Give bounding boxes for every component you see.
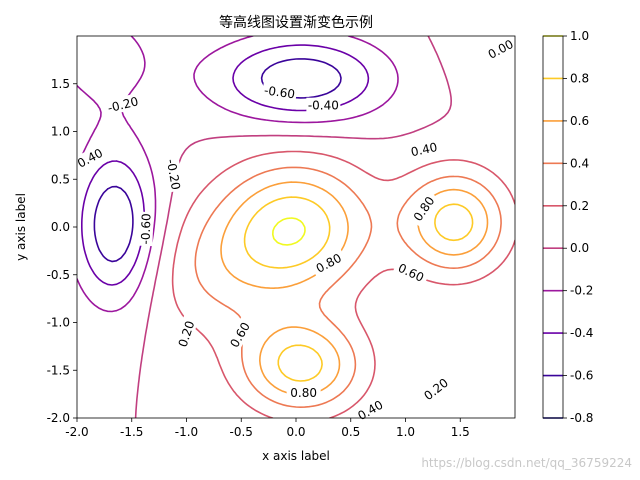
x-tick-label: -1.5	[120, 425, 143, 439]
y-tick-label: -2.0	[47, 411, 70, 425]
contour-label: -0.20	[164, 158, 183, 191]
contour-level-1	[272, 217, 306, 246]
y-tick-label: -1.5	[47, 363, 70, 377]
colorbar-tick-label: 0.0	[570, 241, 589, 255]
colorbar-tick-label: 0.6	[570, 114, 589, 128]
chart-title: 等高线图设置渐变色示例	[219, 14, 373, 31]
y-tick-label: 0.0	[51, 220, 70, 234]
contour-label-bg	[71, 143, 109, 173]
contour-label: 0.20	[176, 319, 198, 349]
colorbar-tick-label: 1.0	[570, 29, 589, 43]
watermark: https://blog.csdn.net/qq_36759224	[421, 456, 632, 470]
colorbar-tick-label: -0.6	[570, 369, 593, 383]
contour-label-bg	[261, 82, 298, 102]
contour-label-bg	[351, 394, 389, 425]
contour-label: 0.40	[410, 140, 439, 159]
contour-label-bg	[286, 385, 321, 401]
y-tick-label: 1.0	[51, 125, 70, 139]
contour-level-0_8	[243, 196, 474, 382]
contour-level-neg0_6	[93, 58, 342, 263]
contour-level-0_4	[194, 166, 502, 408]
colorbar-frame	[542, 35, 564, 419]
contour-label-bg	[481, 34, 520, 64]
contour-label: -0.40	[308, 99, 339, 113]
contour-level-neg0_4	[81, 44, 370, 286]
contour-level-neg0_2	[77, 36, 399, 313]
contour-label-bg	[137, 211, 154, 247]
contour-label: -0.60	[138, 213, 153, 245]
contour-label-bg	[405, 138, 443, 161]
x-tick-label: -1.0	[175, 425, 198, 439]
contour-labels: 0.00-0.20-0.60-0.400.40 -0.200.40-0.600.8…	[71, 34, 520, 425]
colorbar-tick-label: 0.8	[570, 71, 589, 85]
contour-label: -0.60	[263, 83, 296, 101]
colorbar-tick-label: 0.2	[570, 199, 589, 213]
y-axis-ticks: -2.0 -1.5 -1.0 -0.5 0.0 0.5 1.0 1.5	[47, 77, 77, 425]
contour-label-bg	[173, 315, 199, 353]
contour-level-0	[134, 36, 452, 418]
contour-label-bg	[417, 372, 454, 406]
contour-label-bg	[310, 248, 348, 278]
y-tick-label: -0.5	[47, 268, 70, 282]
y-tick-label: 1.5	[51, 77, 70, 91]
contour-label-bg	[392, 258, 430, 287]
y-axis-label: y axis label	[14, 193, 28, 261]
contour-label-bg	[224, 316, 255, 354]
contour-label: 0.80	[290, 386, 317, 400]
contour-label-bg	[306, 97, 341, 113]
x-tick-label: -2.0	[65, 425, 88, 439]
x-tick-label: 0.0	[286, 425, 305, 439]
contour-label-bg	[407, 190, 440, 227]
x-tick-label: 0.5	[341, 425, 360, 439]
y-tick-label: -1.0	[47, 316, 70, 330]
y-tick-label: 0.5	[51, 172, 70, 186]
colorbar-tick-label: 0.4	[570, 156, 589, 170]
colorbar-tick-label: -0.8	[570, 411, 593, 425]
x-tick-label: -0.5	[230, 425, 253, 439]
contour-label-bg	[104, 92, 142, 116]
contour-label: 0.60	[396, 261, 426, 285]
x-tick-label: 1.0	[396, 425, 415, 439]
contour-level-0_6	[220, 181, 489, 396]
colorbar-tick-label: -0.2	[570, 284, 593, 298]
x-axis-label: x axis label	[262, 449, 330, 463]
x-axis-ticks: -2.0 -1.5 -1.0 -0.5 0.0 0.5 1.0 1.5	[65, 418, 470, 439]
x-tick-label: 1.5	[451, 425, 470, 439]
colorbar-tick-label: -0.4	[570, 326, 593, 340]
colorbar: -0.8 -0.6 -0.4 -0.2 0.0 0.2 0.4 0.6 0.8 1.0	[542, 29, 593, 425]
contour-label-bg	[163, 156, 185, 193]
